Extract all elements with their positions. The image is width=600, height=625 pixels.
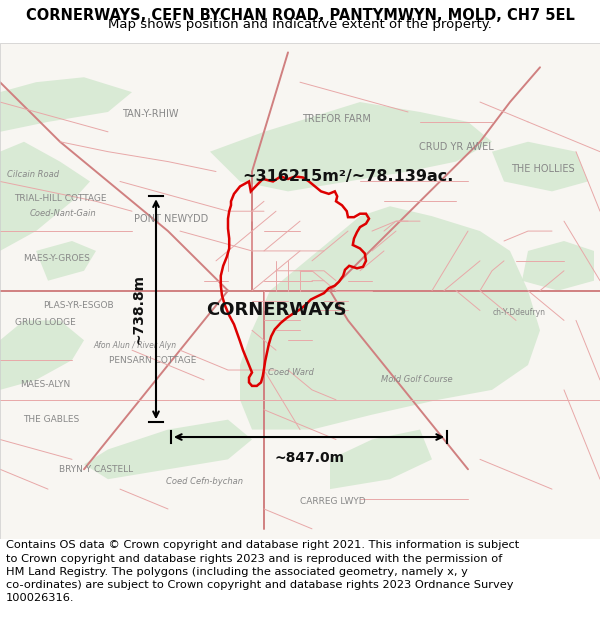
Text: Coed Ward: Coed Ward: [268, 368, 314, 377]
Polygon shape: [330, 429, 432, 489]
Polygon shape: [36, 241, 96, 281]
Text: CORNERWAYS, CEFN BYCHAN ROAD, PANTYMWYN, MOLD, CH7 5EL: CORNERWAYS, CEFN BYCHAN ROAD, PANTYMWYN,…: [26, 9, 574, 24]
Polygon shape: [492, 142, 588, 191]
Polygon shape: [0, 78, 132, 132]
Text: GRUG LODGE: GRUG LODGE: [14, 318, 76, 328]
Text: PONT NEWYDD: PONT NEWYDD: [134, 214, 208, 224]
Polygon shape: [240, 206, 540, 429]
Polygon shape: [522, 241, 594, 291]
Text: MAES-Y-GROES: MAES-Y-GROES: [23, 254, 91, 263]
Text: ~847.0m: ~847.0m: [274, 451, 344, 465]
Text: PENSARN COTTAGE: PENSARN COTTAGE: [109, 356, 197, 364]
Text: Coed-Nant-Gain: Coed-Nant-Gain: [29, 209, 97, 218]
Polygon shape: [0, 321, 84, 390]
Text: PLAS-YR-ESGOB: PLAS-YR-ESGOB: [43, 301, 113, 310]
Text: CRUD YR AWEL: CRUD YR AWEL: [419, 142, 493, 152]
Text: Cilcain Road: Cilcain Road: [7, 169, 59, 179]
Text: MAES-ALYN: MAES-ALYN: [20, 381, 70, 389]
Text: Afon Alun / River Alyn: Afon Alun / River Alyn: [94, 341, 176, 350]
Text: THE HOLLIES: THE HOLLIES: [511, 164, 575, 174]
Text: Map shows position and indicative extent of the property.: Map shows position and indicative extent…: [108, 18, 492, 31]
Polygon shape: [210, 102, 492, 191]
Text: CORNERWAYS: CORNERWAYS: [206, 301, 346, 319]
Text: ~316215m²/~78.139ac.: ~316215m²/~78.139ac.: [242, 169, 454, 184]
Polygon shape: [84, 419, 252, 479]
Text: CARREG LWYD: CARREG LWYD: [300, 497, 366, 506]
Polygon shape: [0, 142, 90, 251]
Text: Coed Cefn-bychan: Coed Cefn-bychan: [166, 477, 242, 486]
Text: BRYN Y CASTELL: BRYN Y CASTELL: [59, 465, 133, 474]
Text: ~738.8m: ~738.8m: [131, 274, 145, 344]
Text: TAN-Y-RHIW: TAN-Y-RHIW: [122, 109, 178, 119]
Text: TREFOR FARM: TREFOR FARM: [302, 114, 370, 124]
Text: Mold Golf Course: Mold Golf Course: [381, 376, 453, 384]
Text: ch-Y-Ddeufryn: ch-Y-Ddeufryn: [493, 309, 545, 318]
Text: TRIAL-HILL COTTAGE: TRIAL-HILL COTTAGE: [14, 194, 106, 203]
Text: Contains OS data © Crown copyright and database right 2021. This information is : Contains OS data © Crown copyright and d…: [6, 541, 519, 603]
Text: THE GABLES: THE GABLES: [23, 415, 79, 424]
